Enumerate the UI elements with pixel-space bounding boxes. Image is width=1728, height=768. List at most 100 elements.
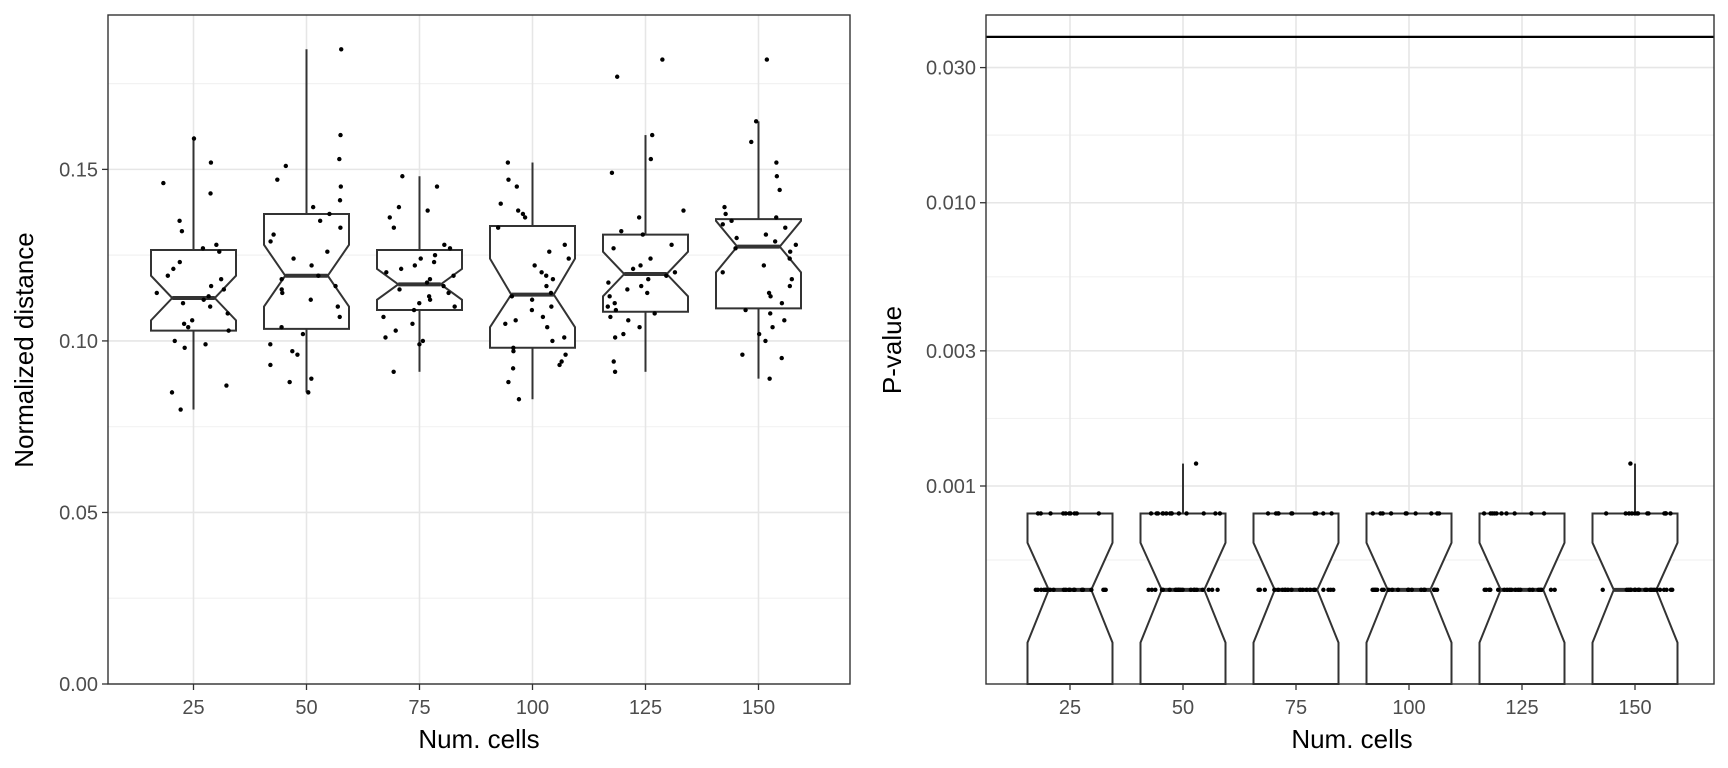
left-data-point bbox=[529, 297, 535, 302]
left-data-point bbox=[550, 276, 556, 282]
left-data-point bbox=[612, 369, 618, 374]
right-x-tick-label: 100 bbox=[1392, 697, 1425, 719]
left-data-point bbox=[774, 215, 779, 220]
left-data-point bbox=[611, 246, 616, 251]
left-data-point bbox=[338, 225, 343, 230]
left-data-point bbox=[619, 228, 624, 234]
left-data-point bbox=[720, 222, 725, 227]
right-data-point bbox=[1490, 511, 1495, 516]
right-data-point bbox=[1646, 511, 1651, 516]
left-data-point bbox=[191, 136, 197, 141]
left-data-point bbox=[325, 249, 330, 254]
right-data-point bbox=[1068, 511, 1073, 516]
left-plot-background bbox=[108, 15, 850, 684]
right-y-axis-title: P-value bbox=[877, 306, 907, 394]
left-data-point bbox=[639, 283, 644, 289]
left-data-point bbox=[208, 191, 213, 196]
left-data-point bbox=[383, 335, 388, 340]
left-data-point bbox=[387, 215, 392, 220]
left-data-point bbox=[646, 276, 651, 282]
left-data-point bbox=[681, 208, 686, 213]
right-data-point bbox=[1395, 587, 1401, 593]
left-data-point bbox=[793, 242, 799, 248]
left-notched-box bbox=[715, 218, 802, 310]
left-data-point bbox=[774, 174, 780, 179]
left-x-tick-label: 125 bbox=[629, 697, 662, 719]
right-data-point bbox=[1048, 511, 1053, 516]
right-data-point bbox=[1188, 587, 1194, 593]
left-data-point bbox=[432, 252, 438, 258]
left-data-point bbox=[291, 256, 296, 261]
right-data-point bbox=[1176, 587, 1181, 593]
left-data-point bbox=[327, 211, 332, 217]
left-data-point bbox=[396, 204, 402, 210]
left-data-point bbox=[547, 249, 552, 254]
right-data-point bbox=[1628, 461, 1633, 466]
left-data-point bbox=[636, 215, 642, 220]
right-data-point bbox=[1484, 587, 1489, 593]
left-data-point bbox=[545, 325, 550, 330]
left-data-point bbox=[225, 311, 230, 316]
right-x-tick-label: 125 bbox=[1505, 697, 1538, 719]
right-data-point bbox=[1657, 587, 1663, 593]
left-x-tick-label: 150 bbox=[742, 697, 775, 719]
left-data-point bbox=[208, 283, 214, 289]
left-data-point bbox=[207, 304, 213, 309]
left-data-point bbox=[268, 342, 273, 347]
left-data-point bbox=[182, 345, 187, 350]
right-data-point bbox=[1061, 587, 1067, 593]
left-data-point bbox=[417, 300, 422, 306]
left-y-tick-label: 0.00 bbox=[59, 674, 98, 696]
left-data-point bbox=[723, 211, 728, 217]
right-plot-background bbox=[986, 15, 1714, 684]
left-data-point bbox=[275, 177, 280, 182]
right-data-point bbox=[1289, 511, 1294, 516]
left-data-point bbox=[772, 239, 778, 244]
left-data-point bbox=[550, 338, 555, 344]
right-data-point bbox=[1632, 511, 1638, 516]
left-data-point bbox=[529, 307, 535, 313]
right-data-point bbox=[1304, 587, 1309, 593]
left-data-point bbox=[608, 314, 613, 320]
left-data-point bbox=[511, 349, 516, 354]
right-data-point bbox=[1215, 587, 1220, 593]
right-data-point bbox=[1509, 587, 1514, 593]
right-data-point bbox=[1649, 587, 1655, 593]
left-data-point bbox=[650, 132, 655, 138]
right-data-point bbox=[1169, 511, 1174, 516]
left-notched-box bbox=[263, 212, 350, 330]
left-data-point bbox=[640, 232, 646, 237]
left-data-point bbox=[669, 242, 674, 248]
right-x-axis-title: Num. cells bbox=[1291, 724, 1412, 754]
left-data-point bbox=[306, 390, 311, 395]
left-notched-box bbox=[489, 224, 576, 349]
right-data-point bbox=[1102, 587, 1107, 593]
left-data-point bbox=[316, 273, 321, 278]
right-panel-border bbox=[985, 14, 1715, 685]
left-data-point bbox=[505, 160, 511, 165]
right-data-point bbox=[1153, 587, 1158, 593]
right-data-point bbox=[1206, 587, 1211, 593]
left-data-point bbox=[434, 184, 440, 189]
right-data-point bbox=[1628, 587, 1633, 593]
left-data-point bbox=[391, 225, 397, 230]
left-data-point bbox=[740, 352, 745, 357]
right-data-point bbox=[1256, 587, 1261, 593]
left-data-point bbox=[337, 156, 342, 162]
right-data-point bbox=[1413, 511, 1418, 516]
right-data-point bbox=[1603, 511, 1609, 516]
left-data-point bbox=[566, 256, 571, 261]
right-data-point bbox=[1160, 511, 1166, 516]
left-data-point bbox=[426, 294, 432, 299]
left-x-tick-label: 100 bbox=[516, 697, 549, 719]
right-data-point bbox=[1661, 587, 1667, 593]
right-data-point bbox=[1432, 587, 1438, 593]
left-data-point bbox=[626, 318, 631, 323]
left-data-point bbox=[161, 180, 166, 186]
left-data-point bbox=[638, 263, 643, 268]
left-data-point bbox=[720, 270, 725, 275]
left-data-point bbox=[764, 57, 770, 62]
right-data-point bbox=[1035, 511, 1041, 516]
left-data-point bbox=[544, 273, 549, 278]
right-data-point bbox=[1176, 511, 1182, 516]
